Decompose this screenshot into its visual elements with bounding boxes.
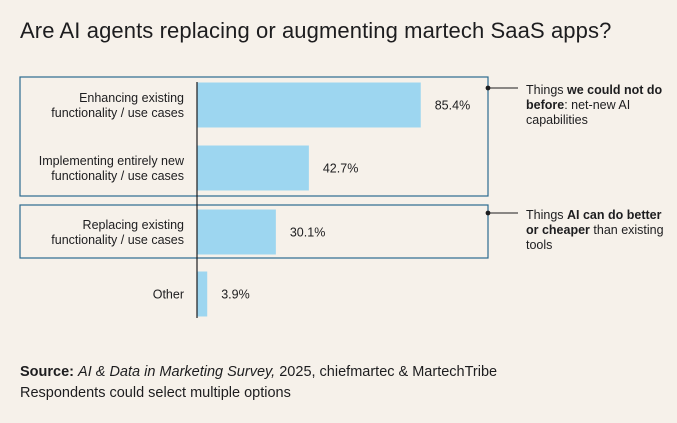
annotation-text: than existing tools <box>526 223 664 252</box>
bar <box>197 82 421 128</box>
connector-dot <box>485 210 491 216</box>
bar <box>197 209 276 255</box>
category-label: Other <box>153 288 184 302</box>
category-label: Enhancing existing <box>79 91 184 105</box>
annotation-emphasis: AI can do better or cheaper <box>526 208 662 237</box>
source-note: Source: AI & Data in Marketing Survey, 2… <box>20 362 497 404</box>
bar <box>197 271 208 317</box>
annotation-text: Things <box>526 208 567 222</box>
source-label: Source: <box>20 364 74 380</box>
annotation-net-new: Things we could not do before: net-new A… <box>526 83 666 128</box>
annotation-text: : net-new AI capabilities <box>526 98 631 127</box>
value-label: 42.7% <box>323 162 358 176</box>
connector-dot <box>485 85 491 91</box>
value-label: 3.9% <box>221 288 250 302</box>
category-label: Replacing existing <box>83 218 184 232</box>
source-title: AI & Data in Marketing Survey, <box>78 364 276 380</box>
annotation-text: Things <box>526 83 567 97</box>
bar <box>197 145 309 191</box>
category-label: Implementing entirely new <box>39 154 185 168</box>
category-label: functionality / use cases <box>51 233 184 247</box>
annotation-better-cheaper: Things AI can do better or cheaper than … <box>526 208 666 253</box>
annotation-emphasis: we could not do before <box>526 83 663 112</box>
source-line: Source: AI & Data in Marketing Survey, 2… <box>20 362 497 383</box>
chart-title: Are AI agents replacing or augmenting ma… <box>20 18 612 43</box>
category-label: functionality / use cases <box>51 106 184 120</box>
group-box <box>19 204 489 259</box>
category-label: functionality / use cases <box>51 169 184 183</box>
value-label: 85.4% <box>435 99 470 113</box>
value-label: 30.1% <box>290 226 325 240</box>
respondents-note: Respondents could select multiple option… <box>20 385 291 401</box>
source-rest: 2025, chiefmartec & MartechTribe <box>275 364 498 380</box>
group-box <box>19 76 489 197</box>
